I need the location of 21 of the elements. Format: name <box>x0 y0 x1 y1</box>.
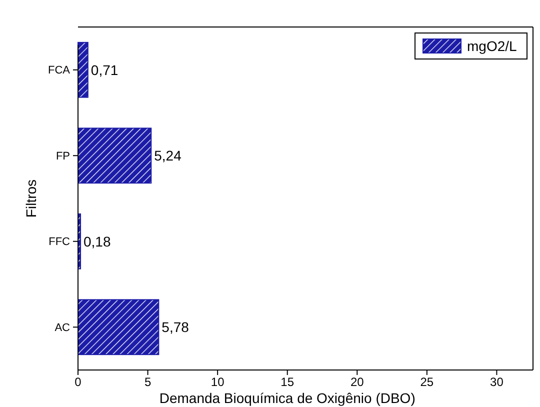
legend-label: mgO2/L <box>467 38 518 54</box>
x-tick-label: 20 <box>350 375 364 389</box>
x-tick-label: 10 <box>210 375 225 389</box>
data-label: 0,71 <box>90 62 118 78</box>
data-label: 5,24 <box>154 148 182 164</box>
y-tick-label: FCA <box>48 64 71 77</box>
y-axis-title: Filtros <box>23 179 39 218</box>
y-tick-label: FP <box>56 150 70 162</box>
x-tick-label: 0 <box>74 375 82 389</box>
y-tick-label: FFC <box>48 236 70 248</box>
x-axis-title: Demanda Bioquímica de Oxigênio (DBO) <box>159 390 416 406</box>
x-tick-label: 30 <box>490 375 504 389</box>
bar <box>78 128 152 184</box>
data-label: 5,78 <box>162 319 190 336</box>
y-tick-label: AC <box>54 322 70 334</box>
bar <box>78 42 88 98</box>
bar <box>78 299 160 356</box>
x-tick-label: 15 <box>280 375 294 389</box>
data-label: 0,18 <box>84 233 111 250</box>
x-tick-label: 25 <box>420 375 434 389</box>
x-tick-label: 5 <box>144 375 152 389</box>
